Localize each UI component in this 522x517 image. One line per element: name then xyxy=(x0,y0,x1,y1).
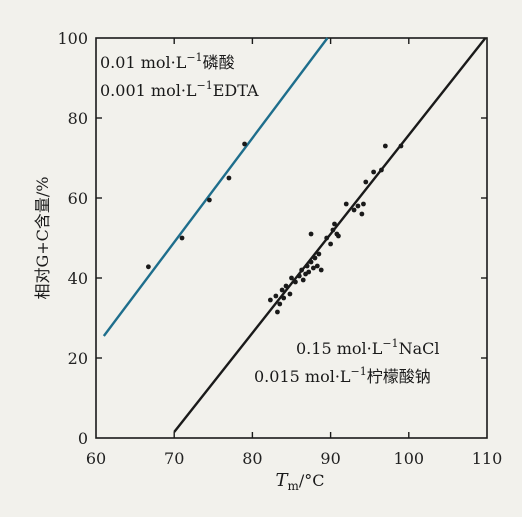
series-2-data-point xyxy=(361,201,366,207)
series-2-data-point xyxy=(310,265,316,271)
series-2-data-point xyxy=(289,275,294,281)
series-2-data-point xyxy=(355,203,361,209)
y-axis-label: 相对G+C含量/% xyxy=(33,176,52,299)
plot-area xyxy=(95,37,488,439)
series-2-data-point xyxy=(316,251,322,257)
y-tick-label: 20 xyxy=(68,349,88,368)
x-tick-label: 60 xyxy=(86,449,106,468)
series-2-data-point xyxy=(363,179,369,185)
series-2-data-point xyxy=(287,291,293,297)
series-2-data-point xyxy=(398,143,404,149)
series-2-data-point xyxy=(324,235,330,241)
series-1-data-point xyxy=(179,235,185,241)
series-2-data-point xyxy=(300,277,306,283)
series-2-data-point xyxy=(312,255,318,261)
series-2-data-point xyxy=(308,259,314,265)
series-2-data-point xyxy=(277,301,283,307)
series-2-data-point xyxy=(318,267,324,273)
series-2-data-point xyxy=(379,167,384,173)
y-tick-label: 40 xyxy=(68,269,88,288)
series-2-data-point xyxy=(332,221,337,227)
x-axis-label-unit: /°C xyxy=(299,471,325,490)
annotation-phosphate: 0.01 mol·L−1磷酸 xyxy=(100,51,235,72)
series-2-data-point xyxy=(343,201,349,207)
x-axis-label-main: T xyxy=(275,470,289,491)
series-2-data-point xyxy=(306,269,312,275)
series-2-data-point xyxy=(299,267,305,273)
series-1-data-point xyxy=(226,175,232,181)
series-2-data-point xyxy=(382,143,388,149)
series-2-data-point xyxy=(283,283,289,289)
series-2-data-point xyxy=(328,241,333,247)
y-tick-label: 80 xyxy=(68,109,88,128)
series-2-data-point xyxy=(330,227,336,233)
x-axis-label: Tm/°C xyxy=(275,470,324,493)
x-axis-label-sub: m xyxy=(287,479,299,493)
annotation-nacl: 0.15 mol·L−1NaCl xyxy=(296,337,439,358)
series-2-data-point xyxy=(281,295,287,301)
series-2-data-point xyxy=(275,309,280,315)
series-1-data-point xyxy=(145,264,151,270)
series-2-data-point xyxy=(296,273,302,279)
series-2-data-point xyxy=(293,279,298,285)
series-2-fit-line xyxy=(173,37,487,433)
x-tick-label: 80 xyxy=(242,449,262,468)
series-2-data-point xyxy=(314,263,320,269)
x-tick-label: 70 xyxy=(164,449,184,468)
series-2-data-point xyxy=(273,293,279,299)
series-2-data-point xyxy=(371,169,377,175)
x-tick-label: 110 xyxy=(472,449,503,468)
series-2-data-point xyxy=(308,231,314,237)
series-1-fit-line xyxy=(102,37,329,337)
annotation-edta: 0.001 mol·L−1EDTA xyxy=(100,79,259,100)
series-2-data-point xyxy=(279,287,285,293)
series-2-data-point xyxy=(267,297,273,303)
y-tick-label: 100 xyxy=(57,29,88,48)
series-2-data-point xyxy=(304,263,310,269)
series-1-data-point xyxy=(206,197,212,203)
series-1-data-point xyxy=(242,141,247,147)
series-2-data-point xyxy=(359,211,365,217)
y-tick-label: 0 xyxy=(78,429,88,448)
x-tick-label: 90 xyxy=(320,449,340,468)
series-2-data-point xyxy=(351,207,357,213)
x-tick-label: 100 xyxy=(394,449,425,468)
annotation-citrate: 0.015 mol·L−1柠檬酸钠 xyxy=(254,365,431,386)
series-2-data-point xyxy=(336,233,341,239)
y-tick-label: 60 xyxy=(68,189,88,208)
